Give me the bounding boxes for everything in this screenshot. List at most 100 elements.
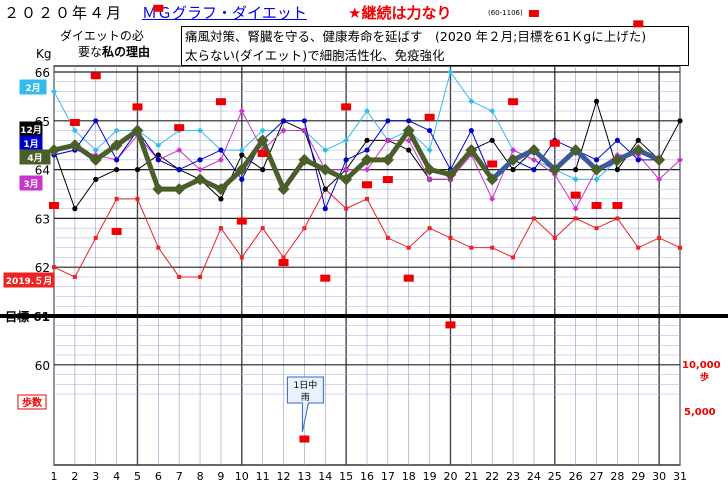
weight-tick-label: 63 [35, 212, 50, 226]
x-tick-label: 14 [318, 470, 332, 483]
series-point [177, 167, 182, 172]
x-tick-label: 23 [506, 470, 520, 483]
x-tick-label: 16 [360, 470, 374, 483]
steps-bar [237, 218, 247, 225]
steps-bar [153, 5, 163, 12]
series-point [510, 167, 515, 172]
series-point [365, 197, 369, 201]
steps-tag-label: 歩数 [22, 396, 43, 409]
steps-bar [487, 160, 497, 167]
series-point [302, 118, 307, 123]
x-tick-label: 7 [176, 470, 183, 483]
series-point [239, 177, 244, 182]
x-tick-label: 31 [673, 470, 687, 483]
steps-bar [404, 275, 414, 282]
steps-bar [91, 72, 101, 79]
series-point [198, 275, 202, 279]
x-tick-label: 3 [92, 470, 99, 483]
series-point [52, 265, 56, 269]
steps-tick-label: 5,000 [684, 407, 716, 418]
steps-bar [508, 98, 518, 105]
series-point [428, 226, 432, 230]
steps-bar [341, 103, 351, 110]
series-point [93, 177, 98, 182]
series-point [177, 275, 181, 279]
series-point [532, 216, 536, 220]
series-point [531, 167, 536, 172]
steps-bar [70, 119, 80, 126]
series-point [490, 246, 494, 250]
series-point [344, 157, 349, 162]
series-point [657, 236, 661, 240]
steps-bar [550, 140, 560, 147]
steps-bar [112, 228, 122, 235]
x-tick-label: 26 [569, 470, 583, 483]
x-tick-label: 21 [464, 470, 478, 483]
steps-bar [49, 202, 59, 209]
series-point [261, 226, 265, 230]
series-point [636, 246, 640, 250]
series-point [573, 167, 578, 172]
steps-unit-label: 歩 [700, 371, 709, 383]
series-point [323, 206, 328, 211]
x-tick-label: 11 [256, 470, 270, 483]
steps-bar [529, 10, 539, 17]
series-point [406, 118, 411, 123]
series-point [94, 236, 98, 240]
series-point [490, 138, 495, 143]
x-tick-label: 5 [134, 470, 141, 483]
series-point [469, 128, 474, 133]
series-point [260, 167, 265, 172]
series-point [615, 167, 620, 172]
steps-bar [258, 150, 268, 157]
series-point [72, 206, 77, 211]
steps-bar [299, 436, 309, 443]
weight-tick-label: 60 [35, 359, 50, 373]
weight-tick-label: 66 [35, 66, 50, 80]
series-point [636, 157, 641, 162]
x-tick-label: 27 [590, 470, 604, 483]
target-label: 目標 61 [5, 309, 50, 324]
x-tick-label: 25 [548, 470, 562, 483]
x-tick-label: 20 [443, 470, 457, 483]
series-point [114, 167, 119, 172]
x-tick-label: 17 [381, 470, 395, 483]
series-point [364, 138, 369, 143]
steps-bar [633, 20, 643, 27]
series-tag-label: 12月 [20, 125, 42, 136]
series-point [73, 275, 77, 279]
series-point [197, 157, 202, 162]
series-point [281, 118, 286, 123]
x-tick-label: 22 [485, 470, 499, 483]
series-point [553, 236, 557, 240]
series-point [218, 147, 223, 152]
series-point [407, 246, 411, 250]
series-point [574, 216, 578, 220]
series-point [93, 118, 98, 123]
annotation-line2: 雨 [301, 392, 310, 403]
series-tag-label: 4月 [27, 153, 42, 164]
series-point [615, 138, 620, 143]
x-tick-label: 29 [631, 470, 645, 483]
x-tick-label: 10 [235, 470, 249, 483]
steps-bar [612, 202, 622, 209]
series-point [135, 167, 140, 172]
series-point [677, 118, 682, 123]
weight-steps-chart: Kg666564636260目標 61123456789101112131415… [0, 0, 728, 487]
x-tick-label: 15 [339, 470, 353, 483]
series-point [615, 216, 619, 220]
steps-bar [571, 192, 581, 199]
x-tick-label: 18 [402, 470, 416, 483]
series-point [219, 226, 223, 230]
series-point [156, 246, 160, 250]
series-tag-label: 1月 [23, 139, 38, 150]
series-point [115, 197, 119, 201]
steps-bar [132, 103, 142, 110]
x-tick-label: 6 [155, 470, 162, 483]
series-point [427, 128, 432, 133]
steps-bar [445, 321, 455, 328]
x-tick-label: 9 [217, 470, 224, 483]
steps-bar [279, 259, 289, 266]
series-point [114, 157, 119, 162]
steps-tick-label: 10,000 [682, 360, 721, 371]
